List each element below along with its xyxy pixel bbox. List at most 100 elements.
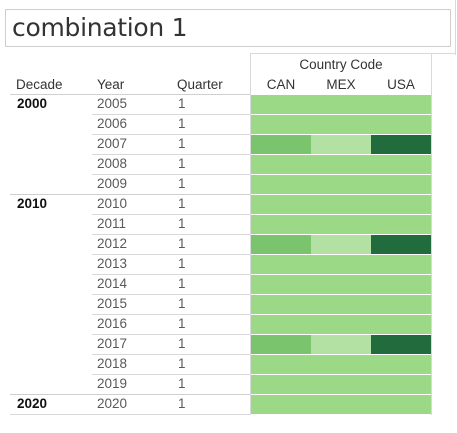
chart-title: combination 1 <box>12 13 187 42</box>
country-label-can: CAN <box>251 77 311 92</box>
row-separator <box>92 174 250 175</box>
year-label: 2009 <box>97 176 127 191</box>
row-separator <box>92 354 250 355</box>
year-label: 2018 <box>97 356 127 371</box>
decade-separator <box>10 394 250 395</box>
year-label: 2008 <box>97 156 127 171</box>
heatmap-cell-usa-2008[interactable] <box>371 155 431 174</box>
year-header: Year <box>97 77 124 92</box>
quarter-label: 1 <box>178 96 186 111</box>
heatmap-cell-can-2017[interactable] <box>251 335 311 354</box>
heatmap-cell-can-2014[interactable] <box>251 275 311 294</box>
heatmap-cell-can-2010[interactable] <box>251 195 311 214</box>
year-label: 2011 <box>97 216 126 231</box>
heatmap-cell-usa-2018[interactable] <box>371 355 431 374</box>
top-right-frame-line <box>455 0 456 55</box>
quarter-label: 1 <box>178 336 186 351</box>
heatmap-cell-can-2013[interactable] <box>251 255 311 274</box>
year-label: 2014 <box>97 276 127 291</box>
heatmap-cell-can-2005[interactable] <box>251 95 311 114</box>
quarter-label: 1 <box>178 316 186 331</box>
heatmap-cell-usa-2020[interactable] <box>371 395 431 414</box>
country-code-header: Country Code <box>251 57 431 72</box>
heatmap-cell-mex-2008[interactable] <box>311 155 371 174</box>
decade-separator <box>10 94 250 95</box>
heatmap-cell-mex-2007[interactable] <box>311 135 371 154</box>
quarter-label: 1 <box>178 156 186 171</box>
heatmap-cell-mex-2006[interactable] <box>311 115 371 134</box>
quarter-header: Quarter <box>177 77 223 92</box>
year-label: 2005 <box>97 96 127 111</box>
heatmap-cell-can-2009[interactable] <box>251 175 311 194</box>
row-separator <box>92 134 250 135</box>
table-bottom-line <box>10 414 250 415</box>
heatmap-cell-can-2018[interactable] <box>251 355 311 374</box>
header-top-line <box>250 53 455 54</box>
heatmap-cell-mex-2010[interactable] <box>311 195 371 214</box>
heatmap-cell-mex-2017[interactable] <box>311 335 371 354</box>
row-separator <box>92 114 250 115</box>
heatmap-cell-usa-2015[interactable] <box>371 295 431 314</box>
heatmap-cell-mex-2020[interactable] <box>311 395 371 414</box>
year-label: 2012 <box>97 236 127 251</box>
heatmap-cell-mex-2005[interactable] <box>311 95 371 114</box>
heatmap-cell-can-2008[interactable] <box>251 155 311 174</box>
row-separator <box>92 314 250 315</box>
decade-label: 2000 <box>17 96 47 111</box>
quarter-label: 1 <box>178 256 186 271</box>
heatmap-cell-usa-2007[interactable] <box>371 135 431 154</box>
year-label: 2017 <box>97 336 127 351</box>
heatmap-cell-usa-2013[interactable] <box>371 255 431 274</box>
decade-label: 2020 <box>17 396 47 411</box>
heatmap-cell-can-2012[interactable] <box>251 235 311 254</box>
heatmap-cell-can-2011[interactable] <box>251 215 311 234</box>
quarter-label: 1 <box>178 276 186 291</box>
country-label-mex: MEX <box>311 77 371 92</box>
heatmap-cell-usa-2019[interactable] <box>371 375 431 394</box>
quarter-label: 1 <box>178 396 186 411</box>
heatmap-cell-usa-2014[interactable] <box>371 275 431 294</box>
heatmap-cell-can-2015[interactable] <box>251 295 311 314</box>
title-box: combination 1 <box>5 9 451 47</box>
heatmap-cell-mex-2009[interactable] <box>311 175 371 194</box>
year-label: 2013 <box>97 256 127 271</box>
quarter-label: 1 <box>178 356 186 371</box>
quarter-label: 1 <box>178 216 186 231</box>
heatmap-cell-mex-2011[interactable] <box>311 215 371 234</box>
heatmap-cell-usa-2010[interactable] <box>371 195 431 214</box>
row-separator <box>92 154 250 155</box>
row-separator <box>92 334 250 335</box>
matrix-right-line <box>431 53 432 415</box>
year-label: 2020 <box>97 396 127 411</box>
quarter-label: 1 <box>178 236 186 251</box>
decade-label: 2010 <box>17 196 47 211</box>
quarter-label: 1 <box>178 116 186 131</box>
heatmap-cell-usa-2005[interactable] <box>371 95 431 114</box>
heatmap-cell-mex-2012[interactable] <box>311 235 371 254</box>
heatmap-cell-can-2016[interactable] <box>251 315 311 334</box>
decade-separator <box>10 194 250 195</box>
heatmap-cell-can-2006[interactable] <box>251 115 311 134</box>
quarter-label: 1 <box>178 296 186 311</box>
heatmap-cell-mex-2013[interactable] <box>311 255 371 274</box>
heatmap-cell-usa-2012[interactable] <box>371 235 431 254</box>
decade-header: Decade <box>16 77 63 92</box>
heatmap-cell-usa-2006[interactable] <box>371 115 431 134</box>
year-label: 2010 <box>97 196 127 211</box>
row-separator <box>92 374 250 375</box>
heatmap-cell-mex-2014[interactable] <box>311 275 371 294</box>
heatmap-cell-mex-2016[interactable] <box>311 315 371 334</box>
quarter-label: 1 <box>178 136 186 151</box>
heatmap-cell-can-2020[interactable] <box>251 395 311 414</box>
heatmap-cell-usa-2017[interactable] <box>371 335 431 354</box>
heatmap-cell-usa-2016[interactable] <box>371 315 431 334</box>
year-label: 2015 <box>97 296 127 311</box>
heatmap-cell-can-2007[interactable] <box>251 135 311 154</box>
heatmap-cell-usa-2011[interactable] <box>371 215 431 234</box>
heatmap-cell-can-2019[interactable] <box>251 375 311 394</box>
row-separator <box>92 254 250 255</box>
heatmap-cell-mex-2018[interactable] <box>311 355 371 374</box>
heatmap-cell-mex-2015[interactable] <box>311 295 371 314</box>
heatmap-cell-mex-2019[interactable] <box>311 375 371 394</box>
heatmap-cell-usa-2009[interactable] <box>371 175 431 194</box>
